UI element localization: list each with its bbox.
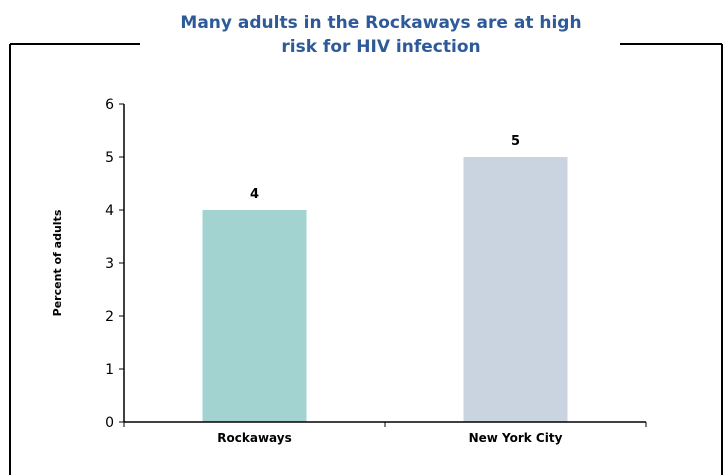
bar-value-label: 5	[511, 134, 520, 149]
bars-group	[202, 157, 568, 422]
value-labels-group: 45	[250, 134, 520, 202]
y-tick-label: 2	[105, 309, 114, 325]
x-category-label: New York City	[469, 431, 563, 445]
y-tick-label: 1	[105, 362, 114, 378]
chart-title: Many adults in the Rockaways are at high…	[180, 13, 581, 57]
y-tick-label: 5	[105, 150, 114, 166]
y-tick-label: 3	[105, 256, 114, 272]
y-ticks-group: 0 1 2 3 4 5 6	[105, 97, 124, 431]
y-axis-title: Percent of adults	[51, 209, 64, 316]
chart-title-line-2: risk for HIV infection	[281, 37, 480, 57]
x-category-label: Rockaways	[217, 431, 291, 445]
axes-group	[123, 104, 647, 427]
bar-rockaways	[202, 210, 307, 422]
bar-value-label: 4	[250, 187, 259, 202]
chart-frame	[9, 43, 723, 475]
y-tick-label: 6	[105, 97, 114, 113]
bar-new-york-city	[463, 157, 568, 422]
y-tick-label: 4	[105, 203, 114, 219]
y-tick-label: 0	[105, 415, 114, 431]
x-labels-group: Rockaways New York City	[217, 431, 562, 445]
chart-title-line-1: Many adults in the Rockaways are at high	[180, 13, 581, 33]
